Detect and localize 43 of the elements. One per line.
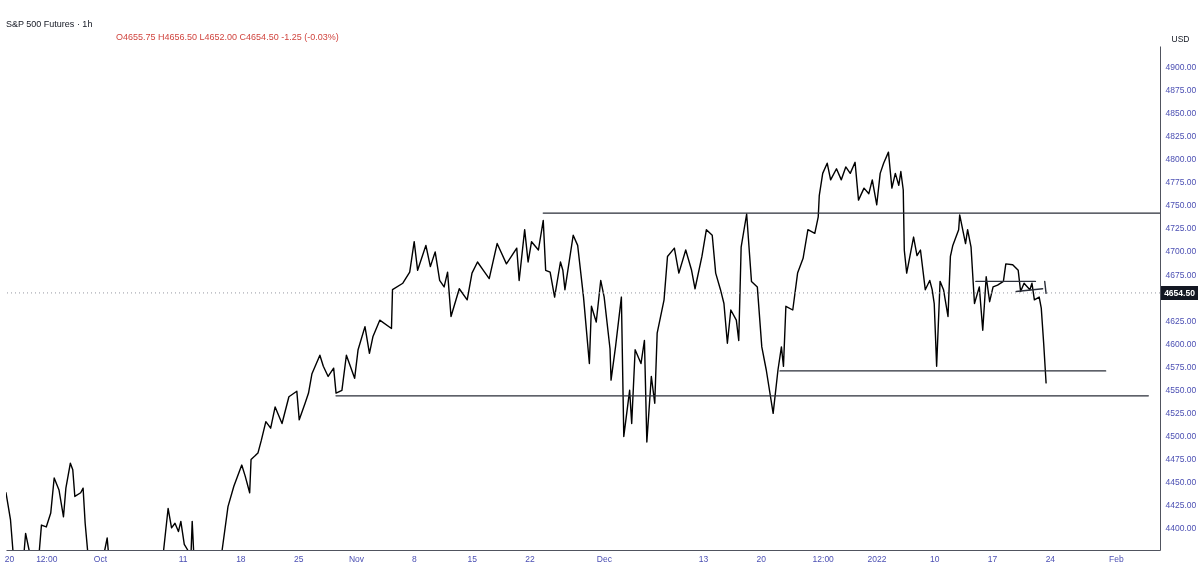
x-tick-label: 2022 [867,553,887,564]
x-tick-label: 15 [467,553,478,564]
y-tick-label: 4500.00 [1165,431,1197,442]
y-tick-label: 4750.00 [1165,200,1197,211]
y-tick-label: 4575.00 [1165,361,1197,372]
x-tick-label: 17 [987,553,998,564]
y-tick-label: 4600.00 [1165,338,1197,349]
y-tick-label: 4675.00 [1165,269,1197,280]
y-tick-label: 4625.00 [1165,315,1197,326]
x-tick-label: Feb [1109,553,1125,564]
y-tick-label: 4550.00 [1165,384,1197,395]
x-tick-label: 10 [929,553,940,564]
chart-subtitle: O4655.75 H4656.50 L4652.00 C4654.50 -1.25 (-0.03%) [116,32,339,42]
x-tick-label: Oct [93,553,108,564]
y-tick-label: 4900.00 [1165,61,1197,72]
y-tick-label: 4875.00 [1165,84,1197,95]
x-tick-label: 24 [1045,553,1056,564]
chart-title: S&P 500 Futures · 1h [6,19,93,29]
x-tick-label: 25 [293,553,304,564]
x-tick-label: 8 [411,553,417,564]
y-tick-label: 4450.00 [1165,477,1197,488]
x-tick-label: 12:00 [812,553,835,564]
x-tick-label: 20 [756,553,767,564]
ref-line-label: 4654.50 [1164,287,1196,298]
y-tick-label: 4400.00 [1165,523,1197,534]
y-tick-label: 4800.00 [1165,154,1197,165]
x-tick-label: 13 [698,553,709,564]
x-tick-label: 18 [236,553,246,564]
x-tick-label: Nov [348,553,365,564]
y-axis-title: USD [1171,33,1190,44]
x-tick-label: Dec [596,553,613,564]
y-tick-label: 4775.00 [1165,177,1197,188]
y-tick-label: 4475.00 [1165,454,1197,465]
x-tick-label: 20 [4,553,15,564]
y-tick-label: 4700.00 [1165,246,1197,257]
y-tick-label: 4725.00 [1165,223,1197,234]
y-tick-label: 4525.00 [1165,407,1197,418]
x-tick-label: 11 [178,553,188,564]
x-tick-label: 22 [525,553,535,564]
y-tick-label: 4825.00 [1165,131,1197,142]
y-tick-label: 4425.00 [1165,500,1197,511]
y-tick-label: 4850.00 [1165,107,1197,118]
x-tick-label: 12:00 [36,553,58,564]
